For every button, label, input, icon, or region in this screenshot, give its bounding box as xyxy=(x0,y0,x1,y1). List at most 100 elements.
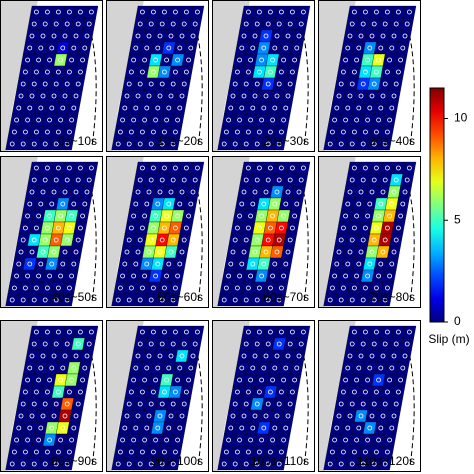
cell-symbol xyxy=(267,225,273,231)
cell-symbol xyxy=(265,341,271,347)
cell-symbol xyxy=(259,273,265,279)
cell-symbol xyxy=(34,329,39,335)
cell-symbol xyxy=(27,261,33,267)
slip-cell xyxy=(389,233,403,247)
cell-symbol xyxy=(131,377,137,383)
cell-symbol xyxy=(40,189,46,195)
cell-symbol xyxy=(369,93,375,99)
cell-symbol xyxy=(150,9,156,15)
cell-symbol xyxy=(137,141,143,147)
cell-symbol xyxy=(49,201,55,207)
cell-symbol xyxy=(245,9,251,15)
slip-cell xyxy=(385,421,399,435)
cell-symbol xyxy=(20,297,26,303)
cell-symbol xyxy=(27,201,33,207)
cell-symbol xyxy=(349,237,355,243)
cell-symbol xyxy=(170,341,176,347)
cell-symbol xyxy=(73,189,79,195)
cell-symbol xyxy=(122,261,128,267)
cell-symbol xyxy=(175,117,181,123)
cell-symbol xyxy=(69,437,74,443)
cell-symbol xyxy=(155,45,161,51)
cell-symbol xyxy=(278,129,284,135)
cell-symbol xyxy=(234,129,240,135)
cell-symbol xyxy=(343,437,349,443)
cell-symbol xyxy=(64,401,70,407)
cell-symbol xyxy=(289,9,295,15)
slip-cell xyxy=(75,373,90,387)
slip-cell xyxy=(292,349,306,363)
cell-symbol xyxy=(69,57,74,63)
cell-symbol xyxy=(241,353,247,359)
cell-symbol xyxy=(25,57,31,63)
cell-symbol xyxy=(367,365,373,371)
slip-cell xyxy=(184,197,198,211)
cell-symbol xyxy=(71,201,77,207)
cell-symbol xyxy=(294,45,300,51)
cell-symbol xyxy=(166,261,172,267)
cell-symbol xyxy=(349,401,355,407)
cell-symbol xyxy=(256,449,262,455)
slip-cell xyxy=(400,337,414,351)
cell-symbol xyxy=(56,449,61,455)
cell-symbol xyxy=(300,329,306,335)
cell-symbol xyxy=(373,129,379,135)
cell-symbol xyxy=(157,189,163,195)
cell-symbol xyxy=(265,21,271,27)
cell-symbol xyxy=(161,329,167,335)
cell-symbol xyxy=(25,437,31,443)
cell-symbol xyxy=(135,189,141,195)
cell-symbol xyxy=(183,165,189,171)
cell-symbol xyxy=(78,225,83,231)
cell-symbol xyxy=(139,165,145,171)
slip-cell xyxy=(290,361,304,375)
cell-symbol xyxy=(367,425,373,431)
cell-symbol xyxy=(194,165,200,171)
slip-cell xyxy=(294,17,308,31)
cell-symbol xyxy=(164,437,170,443)
cell-symbol xyxy=(248,117,254,123)
cell-symbol xyxy=(139,69,145,75)
cell-symbol xyxy=(343,213,349,219)
cell-symbol xyxy=(254,297,260,303)
cell-symbol xyxy=(56,285,61,291)
slip-cell xyxy=(78,41,92,55)
cell-symbol xyxy=(398,213,404,219)
cell-symbol xyxy=(254,21,260,27)
cell-symbol xyxy=(172,9,178,15)
cell-symbol xyxy=(389,365,395,371)
cell-symbol xyxy=(391,413,397,419)
cell-symbol xyxy=(53,81,59,87)
cell-symbol xyxy=(56,69,61,75)
cell-symbol xyxy=(398,377,404,383)
cell-symbol xyxy=(78,69,83,75)
cell-symbol xyxy=(250,105,256,111)
cell-symbol xyxy=(347,189,353,195)
slip-cell xyxy=(67,101,81,115)
cell-symbol xyxy=(51,249,57,255)
cell-symbol xyxy=(60,45,66,51)
cell-symbol xyxy=(402,33,408,39)
cell-symbol xyxy=(42,297,48,303)
cell-symbol xyxy=(146,249,152,255)
slip-cell xyxy=(296,325,311,339)
cell-symbol xyxy=(241,189,247,195)
cell-symbol xyxy=(34,389,39,395)
slip-cell xyxy=(378,457,392,471)
cell-symbol xyxy=(150,285,156,291)
cell-symbol xyxy=(16,105,22,111)
cell-symbol xyxy=(356,365,362,371)
cell-symbol xyxy=(175,437,181,443)
cell-symbol xyxy=(373,329,379,335)
cell-symbol xyxy=(86,341,92,347)
cell-symbol xyxy=(40,93,46,99)
cell-symbol xyxy=(31,81,37,87)
cell-symbol xyxy=(38,365,44,371)
cell-symbol xyxy=(347,249,353,255)
cell-symbol xyxy=(276,81,282,87)
cell-symbol xyxy=(332,117,338,123)
cell-symbol xyxy=(367,201,373,207)
cell-symbol xyxy=(274,353,280,359)
cell-symbol xyxy=(181,237,187,243)
slip-cell xyxy=(190,325,205,339)
